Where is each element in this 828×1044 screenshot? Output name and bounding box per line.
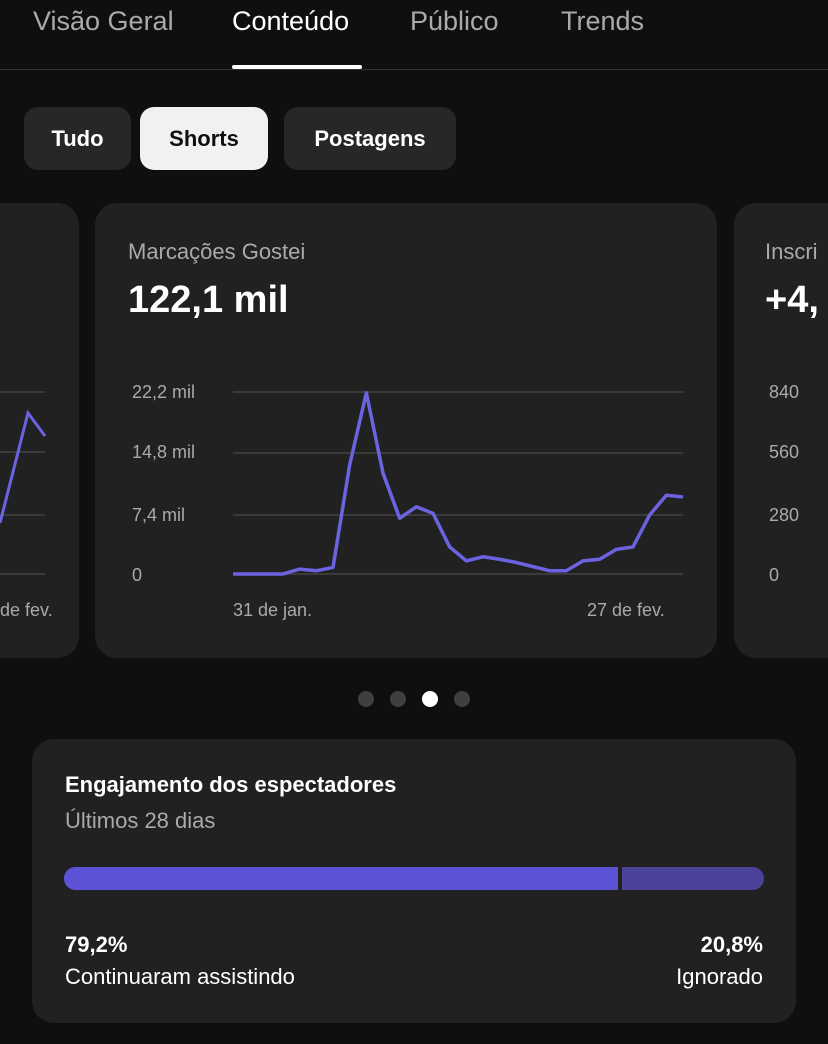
metric-card-subscribers[interactable]: Inscri +4, 840 560 280 0 xyxy=(734,203,828,658)
filter-all[interactable]: Tudo xyxy=(24,107,131,170)
metric-title: Marcações Gostei xyxy=(128,239,306,264)
metric-value: 122,1 mil xyxy=(128,279,289,321)
tab-bar: Visão Geral Conteúdo Público Trends xyxy=(0,0,828,70)
y-tick: 14,8 mil xyxy=(132,442,196,462)
tab-content[interactable]: Conteúdo xyxy=(232,6,350,36)
filter-shorts[interactable]: Shorts xyxy=(140,107,268,170)
x-end-label: 27 de fev. xyxy=(587,600,665,620)
tab-trends[interactable]: Trends xyxy=(561,6,645,36)
carousel-pagination xyxy=(358,691,470,707)
page-dot[interactable] xyxy=(454,691,470,707)
active-tab-indicator xyxy=(232,65,362,69)
engagement-title: Engajamento dos espectadores xyxy=(65,772,397,797)
previous-chart xyxy=(0,391,47,575)
y-tick: 560 xyxy=(769,442,800,462)
metric-card-previous[interactable]: de fev. xyxy=(0,203,79,658)
filter-posts[interactable]: Postagens xyxy=(284,107,456,170)
continued-pct: 79,2% xyxy=(65,932,128,957)
y-tick: 840 xyxy=(769,382,800,402)
previous-series-line xyxy=(0,409,47,524)
metric-card-likes[interactable]: Marcações Gostei 122,1 mil 22,2 mil 14,8… xyxy=(95,203,717,658)
engagement-card: Engajamento dos espectadores Últimos 28 … xyxy=(32,739,796,1023)
y-tick: 22,2 mil xyxy=(132,382,196,402)
continued-label: Continuaram assistindo xyxy=(65,964,295,989)
y-tick: 0 xyxy=(769,565,780,585)
likes-chart xyxy=(233,391,684,576)
y-tick: 0 xyxy=(132,565,143,585)
y-tick: 7,4 mil xyxy=(132,505,186,525)
metric-value: +4, xyxy=(765,279,819,321)
x-start-label: 31 de jan. xyxy=(233,600,313,620)
engagement-bar xyxy=(64,867,764,890)
tab-audience[interactable]: Público xyxy=(410,6,499,36)
x-end-label: de fev. xyxy=(0,600,53,620)
metric-title: Inscri xyxy=(765,239,818,264)
y-tick: 280 xyxy=(769,505,800,525)
engagement-bar-fill xyxy=(64,867,623,890)
page-dot[interactable] xyxy=(390,691,406,707)
page-dot-active[interactable] xyxy=(422,691,438,707)
likes-series-line xyxy=(233,391,684,576)
skipped-pct: 20,8% xyxy=(700,932,763,957)
tab-overview[interactable]: Visão Geral xyxy=(33,6,174,36)
skipped-label: Ignorado xyxy=(676,964,763,989)
engagement-subtitle: Últimos 28 dias xyxy=(65,808,216,833)
page-dot[interactable] xyxy=(358,691,374,707)
